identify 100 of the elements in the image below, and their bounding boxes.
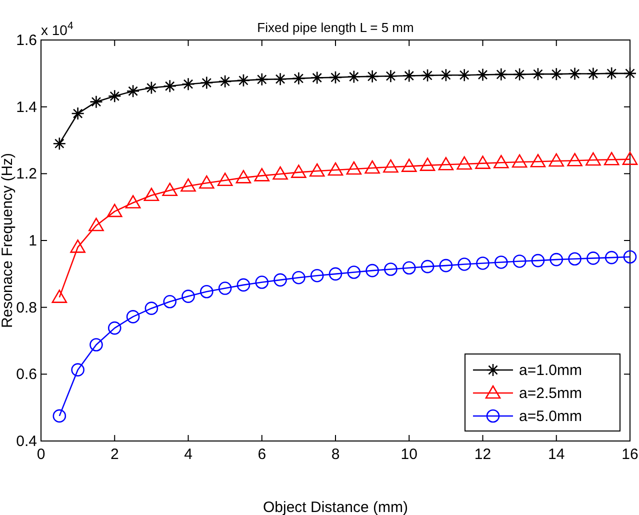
point [439,258,453,272]
point [218,282,232,295]
x-tick-label: 10 [400,446,418,463]
point [70,240,86,253]
x-tick-label: 6 [258,446,266,463]
x-tick-label: 2 [110,446,119,463]
point [402,261,416,275]
point [458,258,471,271]
y-tick-label: 0.6 [16,366,37,384]
point [291,164,306,178]
y-tick-label: 0.8 [16,299,37,316]
point [163,79,176,93]
y-tick-label: 1 [28,232,37,250]
point [200,284,214,298]
point [438,156,454,170]
point [255,72,269,86]
point [402,69,416,82]
point [366,70,379,84]
point [88,218,104,232]
point [623,66,637,80]
point [144,81,158,94]
point [458,68,471,82]
point [550,252,564,266]
legend-label: a=5.0mm [519,408,582,425]
point [548,153,564,167]
y-axis-title: Resonace Frequency (Hz) [0,152,16,328]
point [163,295,176,308]
point [604,152,620,166]
point [90,95,103,108]
point [126,84,140,98]
point [401,158,417,172]
point [604,250,618,264]
point [347,70,361,84]
point [292,270,306,284]
point [144,302,158,315]
point [456,156,472,170]
point [512,154,528,168]
point [236,278,250,292]
point [384,69,398,83]
point [475,156,490,169]
point [236,170,252,184]
point [255,276,269,289]
point [217,172,233,186]
point [512,68,526,82]
x-axis-title: Object Distance (mm) [262,499,408,515]
point [52,290,68,303]
point [292,72,306,86]
point [328,162,344,176]
x-tick-label: 4 [184,446,192,463]
point [144,188,160,202]
point [310,268,324,282]
point [328,70,342,84]
point [106,204,122,218]
point [182,77,195,91]
point [236,74,250,88]
point [274,72,287,86]
point [200,76,214,90]
point [586,252,600,265]
point [254,168,270,182]
point [476,256,490,270]
point [126,310,140,324]
chart-title: Fixed pipe length L = 5 mm [257,20,414,35]
y-tick-label: 1.2 [16,166,37,183]
point [182,290,195,303]
point [364,160,380,174]
point [531,67,545,81]
text: x 10$^{4}$ [41,20,74,38]
point [530,154,546,168]
point [199,175,214,189]
point [52,136,66,150]
point [125,195,141,208]
point [162,182,178,196]
point [494,68,508,82]
point [384,262,398,276]
point [550,67,564,81]
point [512,254,526,268]
point [420,68,434,82]
point [218,74,232,88]
x-tick-label: 16 [622,446,638,463]
point [586,152,601,166]
x-tick-label: 8 [331,446,340,463]
point [622,152,638,165]
point [52,409,66,423]
legend-label: a=2.5mm [519,385,582,402]
point [494,256,508,269]
point [567,152,582,166]
point [309,163,325,177]
point [108,89,122,103]
point [420,158,436,171]
point [347,266,361,279]
point [90,338,103,352]
point [586,67,600,80]
point [420,260,434,274]
point [604,66,618,80]
point [568,67,582,80]
point [328,267,342,281]
point [180,178,196,192]
point [108,321,122,335]
point [346,161,362,175]
point [439,68,453,82]
